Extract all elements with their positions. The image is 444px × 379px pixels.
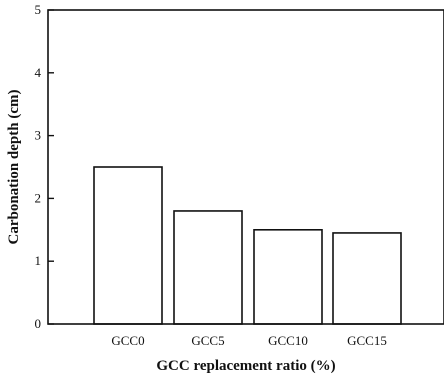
bars-group xyxy=(93,166,402,325)
y-tick-label: 2 xyxy=(35,190,42,205)
y-tick-label: 1 xyxy=(35,253,42,268)
y-tick-label: 4 xyxy=(35,65,42,80)
x-category-label: GCC15 xyxy=(347,333,387,348)
y-tick-label: 3 xyxy=(35,128,42,143)
bar-gcc15 xyxy=(332,232,402,325)
x-category-label: GCC0 xyxy=(111,333,144,348)
x-category-label: GCC10 xyxy=(268,333,308,348)
plot-frame xyxy=(47,9,444,325)
y-axis-title: Carbonation depth (cm) xyxy=(6,89,22,244)
x-labels-group: GCC0 GCC5 GCC10 GCC15 xyxy=(111,333,386,348)
bar-gcc0 xyxy=(93,166,163,325)
bar-gcc10 xyxy=(253,229,323,325)
y-tick-label: 5 xyxy=(35,2,42,17)
bar-gcc5 xyxy=(173,210,243,325)
x-axis-title: GCC replacement ratio (%) xyxy=(156,358,335,374)
x-category-label: GCC5 xyxy=(191,333,224,348)
y-tick-label: 0 xyxy=(35,316,42,331)
y-ticks-group: 0 1 2 3 4 5 xyxy=(35,2,54,331)
